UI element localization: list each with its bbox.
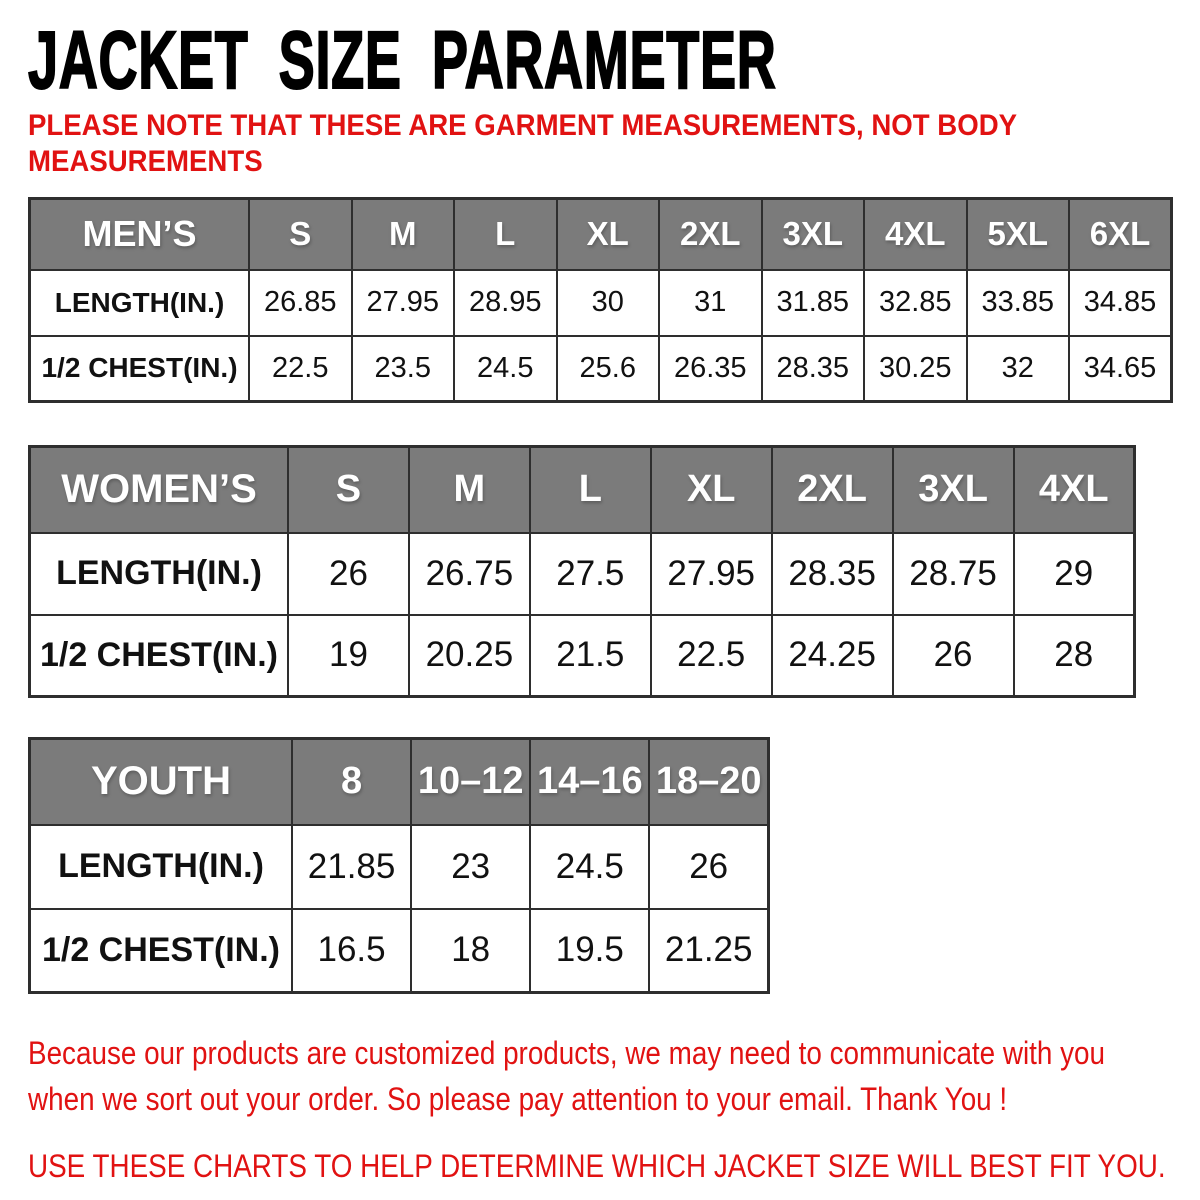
size-header-cell: S	[287, 445, 410, 534]
size-value-cell: 27.95	[649, 531, 773, 616]
measurement-row: 1/2 CHEST(IN.) 22.5 23.5 24.5 25.6 26.35 28.35…	[28, 334, 1173, 403]
size-value-cell: 32	[965, 334, 1070, 403]
size-header-cell: 3XL	[760, 197, 865, 271]
table-title-cell: YOUTH	[28, 737, 293, 826]
size-header-cell: L	[528, 445, 652, 534]
measurement-row: LENGTH(IN.) 26.85 27.95 28.95 30 31 31.85 32.85…	[28, 268, 1173, 337]
size-header-cell: 4XL	[863, 197, 968, 271]
size-header-cell: XL	[649, 445, 773, 534]
size-value-cell: 30.25	[863, 334, 968, 403]
size-header-cell: 6XL	[1068, 197, 1173, 271]
row-label-cell: LENGTH(IN.)	[28, 268, 250, 337]
size-value-cell: 34.85	[1068, 268, 1173, 337]
size-header-cell: 3XL	[891, 445, 1015, 534]
size-header-row: YOUTH 8 10–12 14–16 18–20	[28, 737, 770, 826]
size-value-cell: 25.6	[555, 334, 660, 403]
size-value-cell: 23.5	[350, 334, 455, 403]
size-header-cell: S	[248, 197, 353, 271]
size-value-cell: 32.85	[863, 268, 968, 337]
customized-note-line-2: when we sort out your order. So please p…	[28, 1081, 1008, 1117]
size-value-cell: 24.5	[529, 823, 651, 910]
size-value-cell: 23	[410, 823, 532, 910]
size-header-cell: XL	[555, 197, 660, 271]
size-header-cell: 4XL	[1012, 445, 1136, 534]
size-value-cell: 24.5	[453, 334, 558, 403]
size-value-cell: 22.5	[649, 613, 773, 698]
garment-note-line-1: PLEASE NOTE THAT THESE ARE GARMENT MEASU…	[28, 109, 1018, 142]
size-header-cell: 2XL	[658, 197, 763, 271]
size-header-cell: M	[350, 197, 455, 271]
size-value-cell: 21.5	[528, 613, 652, 698]
size-header-cell: 18–20	[648, 737, 770, 826]
size-value-cell: 31.85	[760, 268, 865, 337]
size-value-cell: 27.95	[350, 268, 455, 337]
measurement-row: 1/2 CHEST(IN.) 16.5 18 19.5 21.25	[28, 907, 770, 994]
row-label-cell: 1/2 CHEST(IN.)	[28, 907, 293, 994]
size-header-cell: 8	[290, 737, 413, 826]
size-value-cell: 31	[658, 268, 763, 337]
size-header-cell: L	[453, 197, 558, 271]
size-value-cell: 28	[1012, 613, 1136, 698]
size-value-cell: 18	[410, 907, 532, 994]
size-header-cell: 2XL	[770, 445, 894, 534]
garment-note-line-2: MEASUREMENTS	[28, 145, 263, 178]
page-title: JACKET SIZE PARAMETER	[27, 15, 777, 106]
size-value-cell: 19	[287, 613, 410, 698]
size-header-row: MEN’S S M L XL 2XL 3XL 4XL 5XL 6XL	[28, 197, 1173, 271]
size-value-cell: 20.25	[407, 613, 531, 698]
size-value-cell: 26.85	[248, 268, 353, 337]
size-header-row: WOMEN’S S M L XL 2XL 3XL 4XL	[28, 445, 1136, 534]
garment-measurements-note: PLEASE NOTE THAT THESE ARE GARMENT MEASU…	[28, 108, 1017, 180]
size-header-cell: 14–16	[529, 737, 651, 826]
use-charts-note: USE THESE CHARTS TO HELP DETERMINE WHICH…	[28, 1148, 1166, 1184]
size-value-cell: 26.75	[407, 531, 531, 616]
row-label-cell: 1/2 CHEST(IN.)	[28, 613, 289, 698]
size-header-cell: 5XL	[965, 197, 1070, 271]
size-value-cell: 26	[648, 823, 770, 910]
womens-size-table: WOMEN’S S M L XL 2XL 3XL 4XL LENGTH(IN.) 26 26.75 2…	[28, 445, 1136, 698]
measurement-row: 1/2 CHEST(IN.) 19 20.25 21.5 22.5 24.25 26 28	[28, 613, 1136, 698]
row-label-cell: LENGTH(IN.)	[28, 823, 293, 910]
size-value-cell: 22.5	[248, 334, 353, 403]
row-label-cell: LENGTH(IN.)	[28, 531, 289, 616]
size-value-cell: 16.5	[290, 907, 413, 994]
size-value-cell: 21.25	[648, 907, 770, 994]
size-value-cell: 29	[1012, 531, 1136, 616]
size-value-cell: 28.75	[891, 531, 1015, 616]
size-value-cell: 21.85	[290, 823, 413, 910]
size-header-cell: 10–12	[410, 737, 532, 826]
size-value-cell: 34.65	[1068, 334, 1173, 403]
size-value-cell: 26	[891, 613, 1015, 698]
measurement-row: LENGTH(IN.) 26 26.75 27.5 27.95 28.35 28.75 29	[28, 531, 1136, 616]
size-header-cell: M	[407, 445, 531, 534]
customized-note-line-1: Because our products are customized prod…	[28, 1035, 1106, 1071]
size-value-cell: 27.5	[528, 531, 652, 616]
size-value-cell: 30	[555, 268, 660, 337]
size-value-cell: 28.95	[453, 268, 558, 337]
size-value-cell: 33.85	[965, 268, 1070, 337]
size-value-cell: 24.25	[770, 613, 894, 698]
youth-size-table: YOUTH 8 10–12 14–16 18–20 LENGTH(IN.) 21.85 23 2…	[28, 737, 770, 994]
size-value-cell: 28.35	[770, 531, 894, 616]
size-value-cell: 26	[287, 531, 410, 616]
row-label-cell: 1/2 CHEST(IN.)	[28, 334, 250, 403]
size-value-cell: 28.35	[760, 334, 865, 403]
mens-size-table: MEN’S S M L XL 2XL 3XL 4XL 5XL 6XL LENGTH(IN.) 26.8…	[28, 197, 1173, 403]
measurement-row: LENGTH(IN.) 21.85 23 24.5 26	[28, 823, 770, 910]
size-value-cell: 19.5	[529, 907, 651, 994]
size-value-cell: 26.35	[658, 334, 763, 403]
table-title-cell: MEN’S	[28, 197, 250, 271]
table-title-cell: WOMEN’S	[28, 445, 289, 534]
customized-products-note: Because our products are customized prod…	[28, 1030, 1105, 1122]
